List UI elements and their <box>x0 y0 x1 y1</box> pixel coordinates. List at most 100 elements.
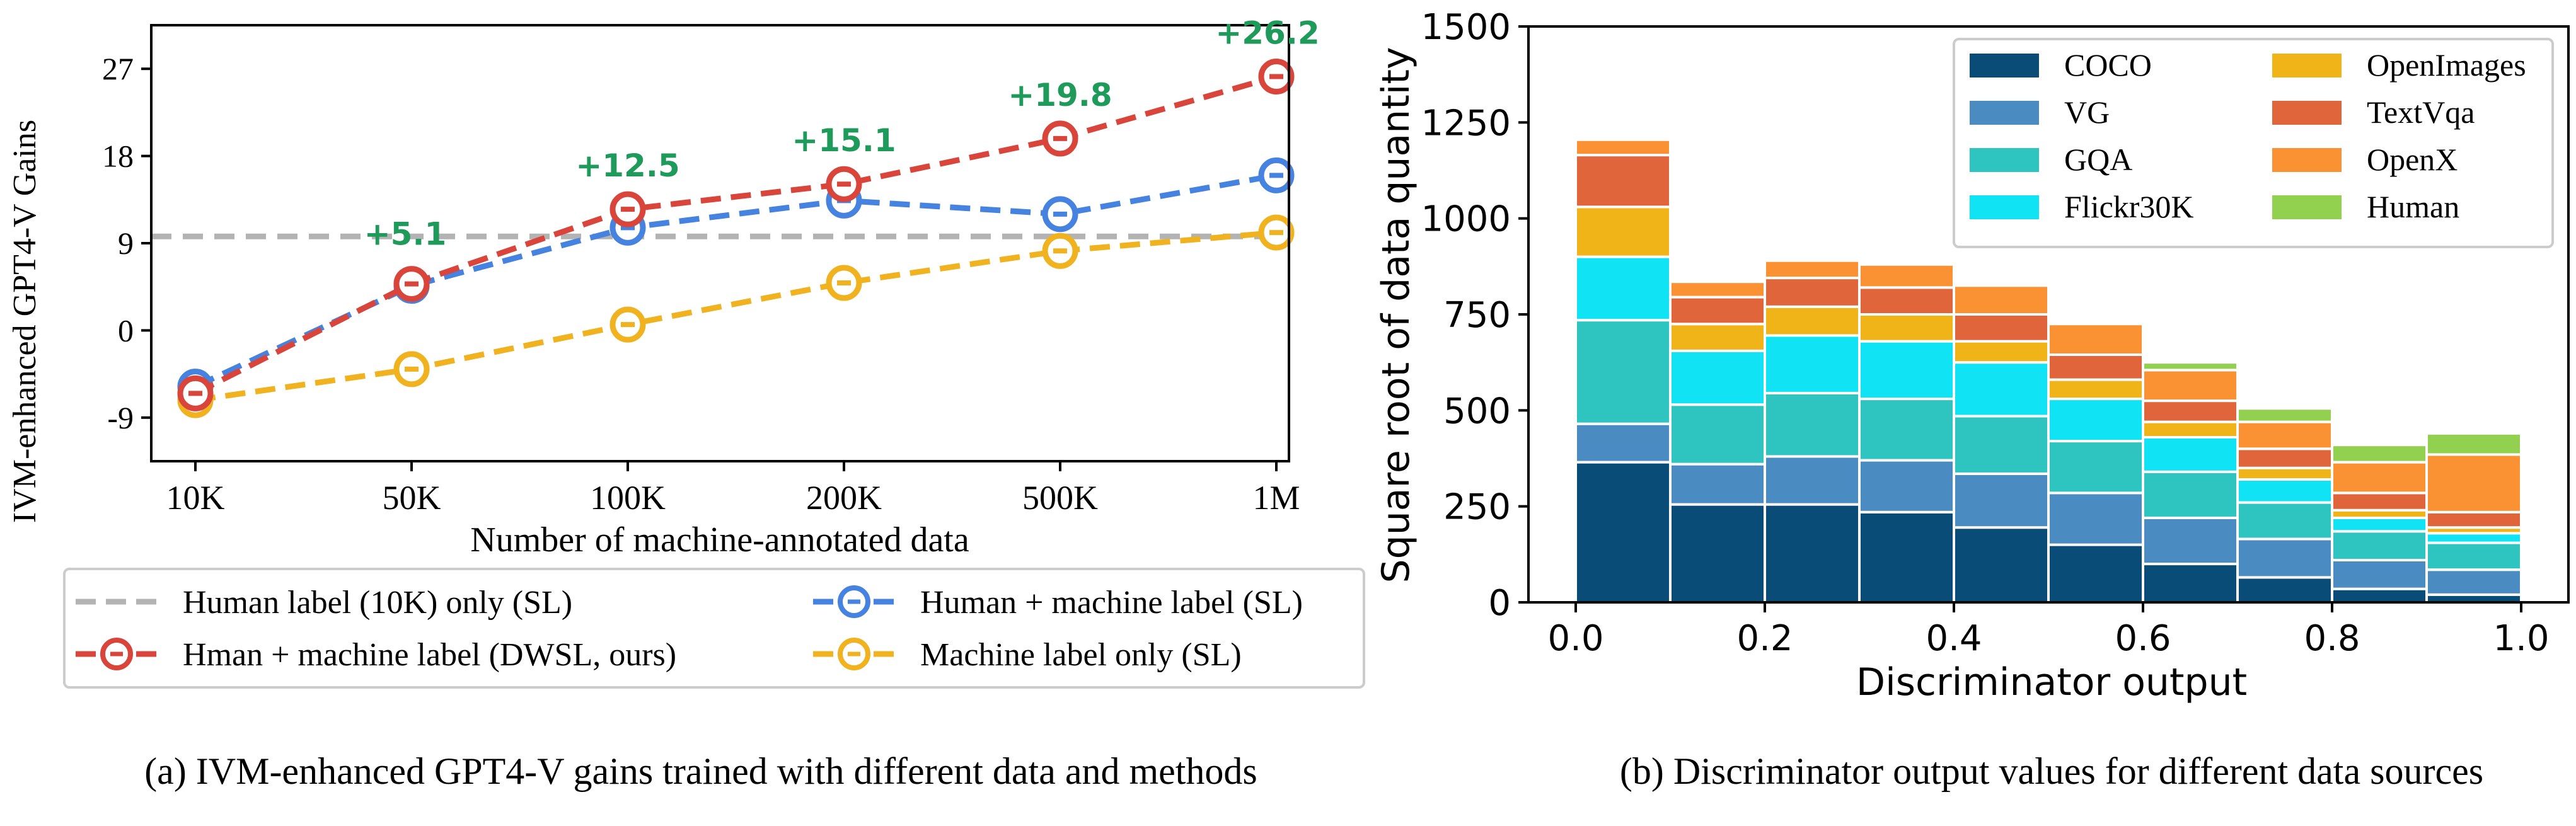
legend-entry-2: Human + machine label (SL) <box>813 585 1303 621</box>
bar-human-bin-7 <box>2236 407 2333 423</box>
bar-flickr30k-bin-2 <box>1764 334 1861 394</box>
legend-entry-openimages: OpenImages <box>2272 47 2526 83</box>
bar-gqa-bin-2 <box>1764 391 1861 458</box>
bar-gqa-bin-0 <box>1574 319 1672 425</box>
gain-annotation: +15.1 <box>792 122 896 159</box>
legend-entry-vg: VG <box>1970 95 2110 130</box>
legend-entry-human: Human <box>2272 189 2459 224</box>
bar-openimages-bin-2 <box>1764 305 1861 337</box>
bar-vg-bin-7 <box>2236 537 2333 579</box>
data-point-s2-2 <box>609 306 646 343</box>
bar-openimages-bin-0 <box>1574 205 1672 258</box>
bar-coco-bin-5 <box>2047 543 2144 604</box>
bar-openx-bin-1 <box>1669 280 1766 299</box>
legend-label: Machine label only (SL) <box>920 637 1242 673</box>
bar-gqa-bin-1 <box>1669 403 1766 466</box>
bar-gqa-bin-7 <box>2236 501 2333 541</box>
bar-vg-bin-2 <box>1764 455 1861 506</box>
bar-textvqa-bin-4 <box>1953 313 2050 343</box>
bar-vg-bin-0 <box>1574 422 1672 464</box>
x-tick-label: 100K <box>590 479 666 517</box>
bar-openx-bin-7 <box>2236 420 2333 450</box>
bar-flickr30k-bin-6 <box>2142 435 2239 473</box>
bar-flickr30k-bin-5 <box>2047 398 2144 443</box>
y-tick-label: 0 <box>1488 583 1511 624</box>
bar-coco-bin-1 <box>1669 503 1766 604</box>
legend-label: OpenImages <box>2367 47 2526 83</box>
legend-label: Hman + machine label (DWSL, ours) <box>183 637 676 673</box>
gain-annotation: +5.1 <box>364 216 446 253</box>
bar-openx-bin-2 <box>1764 259 1861 280</box>
chart-a: 27 18 9 0 -9 10K 50K 100K 200K 500K 1M +5.1 +12.5 +15… <box>7 15 1365 792</box>
y-tick-label: 1000 <box>1421 199 1511 240</box>
bar-flickr30k-bin-7 <box>2236 478 2333 504</box>
x-tick-label: 0.8 <box>2304 618 2360 659</box>
data-point-s1-5 <box>1258 157 1295 193</box>
data-point-s0-4 <box>1042 120 1078 157</box>
legend-swatch <box>2272 101 2342 125</box>
bar-openimages-bin-1 <box>1669 323 1766 352</box>
legend-entry-coco: COCO <box>1970 47 2152 83</box>
bar-vg-bin-8 <box>2331 558 2428 590</box>
data-point-s0-1 <box>393 266 430 302</box>
legend-label: VG <box>2064 95 2110 130</box>
bar-vg-bin-3 <box>1858 459 1955 513</box>
x-tick-label: 10K <box>166 479 225 517</box>
bar-openx-bin-3 <box>1858 263 1955 289</box>
legend-label: TextVqa <box>2367 95 2475 130</box>
legend-swatch <box>2272 148 2342 172</box>
legend-frame <box>1953 38 2554 248</box>
series-line-2 <box>195 229 1277 403</box>
x-tick-label: 500K <box>1022 479 1098 517</box>
gain-annotation: +12.5 <box>575 147 679 184</box>
gain-annotation: +26.2 <box>1215 15 1319 52</box>
bar-gqa-bin-4 <box>1953 415 2050 475</box>
legend-entry-3: Machine label only (SL) <box>813 637 1242 673</box>
bar-textvqa-bin-9 <box>2425 510 2522 529</box>
bar-openimages-bin-3 <box>1858 313 1955 343</box>
x-axis-label: Number of machine-annotated data <box>470 520 969 559</box>
bar-coco-bin-4 <box>1953 526 2050 604</box>
bar-gqa-bin-9 <box>2425 541 2522 571</box>
bar-textvqa-bin-8 <box>2331 491 2428 512</box>
y-tick-label: 750 <box>1443 295 1511 336</box>
legend-label: GQA <box>2064 142 2132 177</box>
bar-textvqa-bin-3 <box>1858 286 1955 316</box>
bar-openx-bin-0 <box>1574 138 1672 157</box>
x-tick-label: 0.2 <box>1736 618 1793 659</box>
legend-label: Human <box>2367 189 2459 224</box>
legend-entry-flickr30k: Flickr30K <box>1970 189 2194 224</box>
bar-openimages-bin-4 <box>1953 340 2050 364</box>
data-point-s0-5 <box>1258 59 1295 95</box>
legend-entry-textvqa: TextVqa <box>2272 95 2475 130</box>
x-tick-label: 1M <box>1252 479 1300 517</box>
legend-entry-gqa: GQA <box>1970 142 2132 177</box>
bar-textvqa-bin-7 <box>2236 447 2333 469</box>
legend-swatch <box>2272 54 2342 77</box>
chart-b-legend: COCO VG GQA Flickr30K OpenImages TextVqa OpenX… <box>1953 38 2554 248</box>
bar-openx-bin-8 <box>2331 461 2428 495</box>
legend-label: OpenX <box>2367 142 2458 177</box>
bar-flickr30k-bin-8 <box>2331 516 2428 533</box>
legend-label: Human + machine label (SL) <box>920 585 1303 621</box>
bar-vg-bin-5 <box>2047 491 2144 546</box>
y-axis-label: Square root of data quantity <box>1374 47 1418 583</box>
bar-coco-bin-7 <box>2236 576 2333 604</box>
chart-b: 0 250 500 750 1000 1250 1500 0.0 0.2 0.4 0.6 0.8 1.0… <box>1374 7 2570 792</box>
data-point-s0-3 <box>826 166 862 202</box>
bar-openx-bin-6 <box>2142 369 2239 403</box>
legend-swatch <box>2272 195 2342 219</box>
chart-a-legend: Human label (10K) only (SL) Hman + machin… <box>63 568 1365 689</box>
x-tick-label: 200K <box>806 479 882 517</box>
legend-swatch <box>1970 195 2039 219</box>
bar-openx-bin-4 <box>1953 284 2050 316</box>
bar-flickr30k-bin-0 <box>1574 255 1672 322</box>
y-tick-label: 27 <box>102 51 134 86</box>
legend-swatch <box>1970 148 2039 172</box>
legend-frame <box>63 568 1365 689</box>
data-point-s2-3 <box>826 265 862 301</box>
bar-openimages-bin-5 <box>2047 378 2144 401</box>
y-tick-label: 0 <box>118 313 134 348</box>
bar-textvqa-bin-0 <box>1574 154 1672 209</box>
